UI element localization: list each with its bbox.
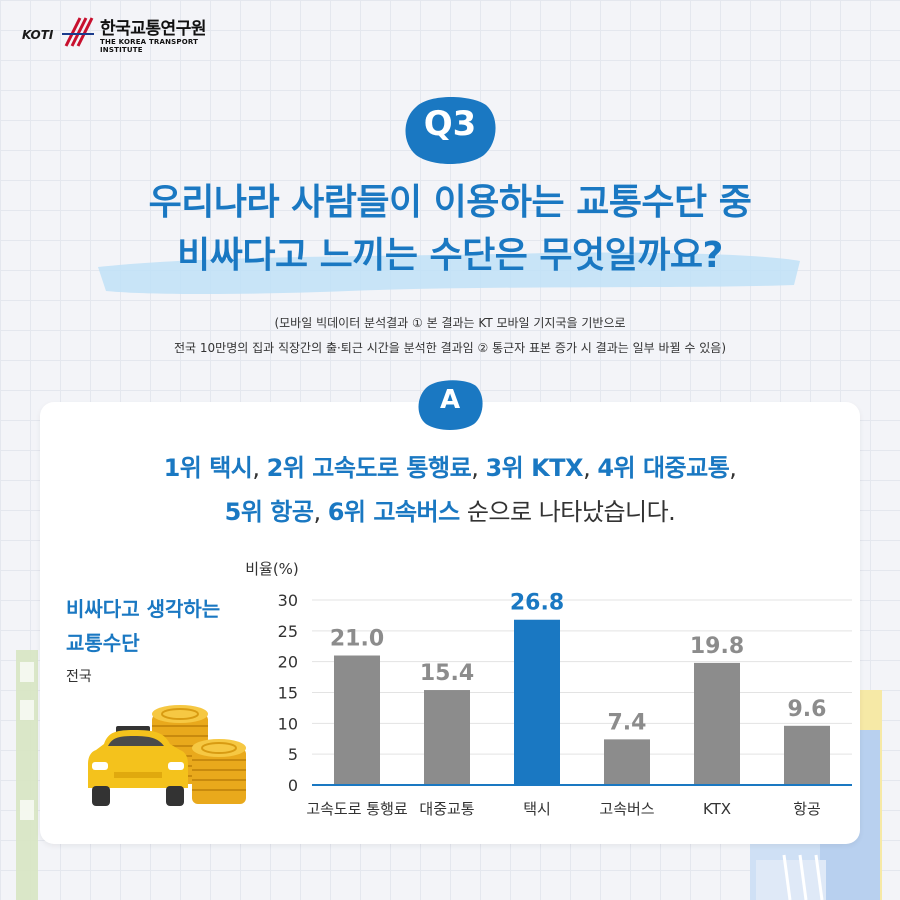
answer-badge-blob [418,380,483,430]
answer-line1-part-3: , [471,454,486,482]
koti-logo: KOTI 한국교통연구원 THE KOREA TRANSPORT INSTITU… [22,14,242,54]
answer-line1-part-5: , [583,454,598,482]
answer-text: 1위 택시, 2위 고속도로 통행료, 3위 KTX, 4위 대중교통, 5위 … [0,446,900,534]
question-note: (모바일 빅데이터 분석결과 ① 본 결과는 KT 모바일 기지국을 기반으로 … [0,311,900,361]
answer-line1-part-0: 1위 택시 [163,454,253,482]
taxi-icon [88,726,188,806]
answer-line2-part-1: , [313,498,328,526]
question-badge-blob [405,97,496,164]
answer-line2-part-2: 6위 고속버스 [327,498,460,526]
answer-line2-part-0: 5위 항공 [224,498,314,526]
chart-side-title-line1: 비싸다고 생각하는 [66,597,221,621]
question-title: 우리나라 사람들이 이용하는 교통수단 중 비싸다고 느끼는 수단은 무엇일까요… [0,176,900,282]
question-note-line2: 전국 10만명의 집과 직장간의 출·퇴근 시간을 분석한 결과임 ② 통근자 … [173,341,726,355]
answer-line1-part-7: , [729,454,737,482]
brush-highlight [98,252,800,294]
chart-side-title: 비싸다고 생각하는 교통수단 [66,592,220,660]
answer-line1-part-4: 3위 KTX [485,454,584,482]
answer-badge: A [439,385,461,415]
logo-mark-text: KOTI [22,28,54,42]
logo-stripes-icon [62,17,94,47]
chart-side-subtitle: 전국 [66,669,92,685]
answer-line1-part-2: 2위 고속도로 통행료 [266,454,472,482]
taxi-coins-illustration [88,705,246,806]
question-note-line1: (모바일 빅데이터 분석결과 ① 본 결과는 KT 모바일 기지국을 기반으로 [274,316,626,330]
logo-name-english: THE KOREA TRANSPORT INSTITUTE [100,38,199,54]
answer-line2-part-3: 순으로 나타났습니다. [459,498,676,526]
question-title-line1: 우리나라 사람들이 이용하는 교통수단 중 [148,182,752,223]
answer-line1-part-1: , [252,454,267,482]
question-badge: Q3 [423,104,477,144]
answer-text-line1: 1위 택시, 2위 고속도로 통행료, 3위 KTX, 4위 대중교통, [0,446,900,490]
question-title-line2: 비싸다고 느끼는 수단은 무엇일까요? [177,235,723,276]
chart-side-title-line2: 교통수단 [66,631,140,655]
answer-text-line2: 5위 항공, 6위 고속버스 순으로 나타났습니다. [0,490,900,534]
logo-name-korean: 한국교통연구원 [100,19,206,39]
answer-line1-part-6: 4위 대중교통 [597,454,730,482]
